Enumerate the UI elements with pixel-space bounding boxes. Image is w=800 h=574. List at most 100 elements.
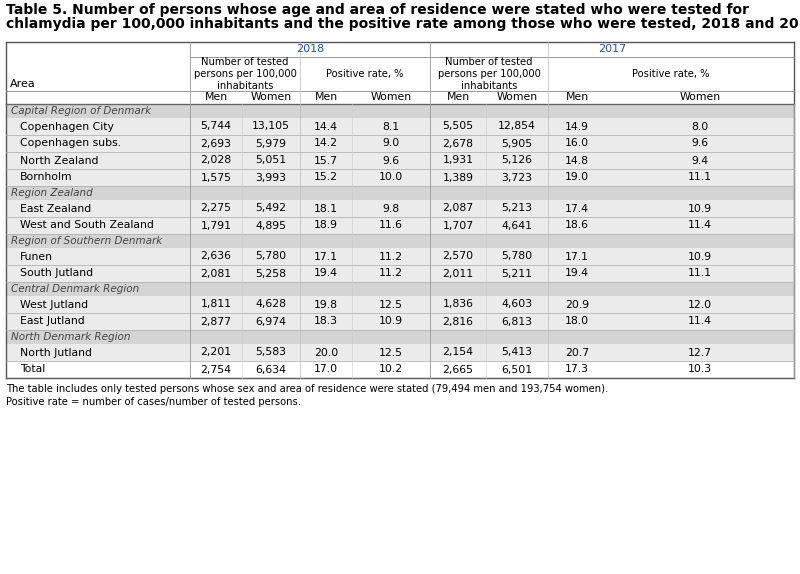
Text: 2,816: 2,816 (442, 316, 474, 327)
Text: 5,780: 5,780 (502, 251, 533, 262)
Text: 2,754: 2,754 (201, 364, 231, 374)
Text: Number of tested
persons per 100,000
inhabitants: Number of tested persons per 100,000 inh… (438, 57, 541, 91)
Text: 6,634: 6,634 (255, 364, 286, 374)
Text: 15.7: 15.7 (314, 156, 338, 165)
Text: Area: Area (10, 79, 36, 89)
Bar (6, 186, 794, 200)
Text: 13,105: 13,105 (252, 122, 290, 131)
Text: 5,051: 5,051 (255, 156, 286, 165)
Text: Men: Men (446, 92, 470, 103)
Text: 14.4: 14.4 (314, 122, 338, 131)
Text: 2,081: 2,081 (201, 269, 231, 278)
Text: 5,905: 5,905 (502, 138, 533, 149)
Text: 20.0: 20.0 (314, 347, 338, 358)
Text: 1,791: 1,791 (201, 220, 231, 231)
Text: 2,201: 2,201 (201, 347, 231, 358)
Bar (6, 265, 794, 282)
Text: Bornholm: Bornholm (20, 173, 73, 183)
Text: 2,154: 2,154 (442, 347, 474, 358)
Text: 6,974: 6,974 (255, 316, 286, 327)
Text: Funen: Funen (20, 251, 53, 262)
Text: 5,744: 5,744 (201, 122, 231, 131)
Text: Copenhagen City: Copenhagen City (20, 122, 114, 131)
Text: 10.3: 10.3 (688, 364, 712, 374)
Text: 5,780: 5,780 (255, 251, 286, 262)
Bar (6, 42, 794, 57)
Text: East Zealand: East Zealand (20, 204, 91, 214)
Text: 5,258: 5,258 (255, 269, 286, 278)
Text: chlamydia per 100,000 inhabitants and the positive rate among those who were tes: chlamydia per 100,000 inhabitants and th… (6, 17, 800, 31)
Bar (6, 104, 794, 118)
Text: 12.5: 12.5 (379, 300, 403, 309)
Text: North Denmark Region: North Denmark Region (11, 332, 130, 342)
Text: 9.6: 9.6 (691, 138, 709, 149)
Text: 2,028: 2,028 (201, 156, 231, 165)
Bar (6, 169, 794, 186)
Text: 4,603: 4,603 (502, 300, 533, 309)
Text: Number of tested
persons per 100,000
inhabitants: Number of tested persons per 100,000 inh… (194, 57, 297, 91)
Bar (6, 248, 794, 265)
Text: 15.2: 15.2 (314, 173, 338, 183)
Text: 18.1: 18.1 (314, 204, 338, 214)
Text: 17.1: 17.1 (314, 251, 338, 262)
Text: 19.4: 19.4 (565, 269, 589, 278)
Text: Men: Men (314, 92, 338, 103)
Text: Region of Southern Denmark: Region of Southern Denmark (11, 236, 162, 246)
Text: 6,501: 6,501 (502, 364, 533, 374)
Text: 17.1: 17.1 (565, 251, 589, 262)
Text: 17.4: 17.4 (565, 204, 589, 214)
Text: 5,211: 5,211 (502, 269, 533, 278)
Text: 10.0: 10.0 (379, 173, 403, 183)
Text: 3,993: 3,993 (255, 173, 286, 183)
Text: 2,693: 2,693 (201, 138, 231, 149)
Text: 1,811: 1,811 (201, 300, 231, 309)
Text: 11.2: 11.2 (379, 251, 403, 262)
Text: 1,931: 1,931 (442, 156, 474, 165)
Text: 2,087: 2,087 (442, 204, 474, 214)
Text: South Jutland: South Jutland (20, 269, 93, 278)
Text: 11.6: 11.6 (379, 220, 403, 231)
Text: 20.7: 20.7 (565, 347, 589, 358)
Text: 10.2: 10.2 (379, 364, 403, 374)
Text: 12.7: 12.7 (688, 347, 712, 358)
Text: 9.0: 9.0 (382, 138, 400, 149)
Text: 5,213: 5,213 (502, 204, 533, 214)
Text: 6,813: 6,813 (502, 316, 533, 327)
Text: 9.6: 9.6 (382, 156, 399, 165)
Text: Men: Men (205, 92, 227, 103)
Text: 10.9: 10.9 (688, 251, 712, 262)
Bar (6, 282, 794, 296)
Text: 20.9: 20.9 (565, 300, 589, 309)
Text: Women: Women (370, 92, 411, 103)
Text: Positive rate, %: Positive rate, % (326, 69, 404, 79)
Text: 2,570: 2,570 (442, 251, 474, 262)
Text: 2018: 2018 (296, 45, 324, 55)
Bar (6, 91, 794, 104)
Text: Total: Total (20, 364, 46, 374)
Text: 14.8: 14.8 (565, 156, 589, 165)
Text: 19.0: 19.0 (565, 173, 589, 183)
Text: Positive rate, %: Positive rate, % (632, 69, 710, 79)
Text: 3,723: 3,723 (502, 173, 533, 183)
Text: 12.5: 12.5 (379, 347, 403, 358)
Text: 12,854: 12,854 (498, 122, 536, 131)
Text: The table includes only tested persons whose sex and area of residence were stat: The table includes only tested persons w… (6, 384, 608, 407)
Text: 19.8: 19.8 (314, 300, 338, 309)
Text: 2,877: 2,877 (201, 316, 231, 327)
Text: 5,126: 5,126 (502, 156, 533, 165)
Text: 5,979: 5,979 (255, 138, 286, 149)
Text: 1,575: 1,575 (201, 173, 231, 183)
Text: 17.0: 17.0 (314, 364, 338, 374)
Bar (6, 330, 794, 344)
Bar (6, 152, 794, 169)
Text: 12.0: 12.0 (688, 300, 712, 309)
Bar (6, 57, 794, 91)
Text: Men: Men (566, 92, 589, 103)
Text: 1,707: 1,707 (442, 220, 474, 231)
Text: 11.4: 11.4 (688, 316, 712, 327)
Text: 14.2: 14.2 (314, 138, 338, 149)
Text: 5,413: 5,413 (502, 347, 533, 358)
Text: 4,641: 4,641 (502, 220, 533, 231)
Text: 11.1: 11.1 (688, 269, 712, 278)
Text: Women: Women (250, 92, 291, 103)
